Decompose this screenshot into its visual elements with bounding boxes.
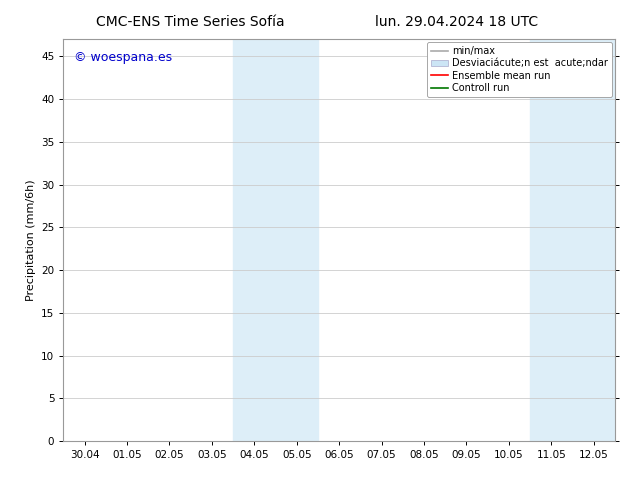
Text: CMC-ENS Time Series Sofía: CMC-ENS Time Series Sofía: [96, 15, 285, 29]
Text: lun. 29.04.2024 18 UTC: lun. 29.04.2024 18 UTC: [375, 15, 538, 29]
Bar: [530, 39, 615, 441]
Y-axis label: Precipitation (mm/6h): Precipitation (mm/6h): [25, 179, 36, 301]
Legend: min/max, Desviaciácute;n est  acute;ndar, Ensemble mean run, Controll run: min/max, Desviaciácute;n est acute;ndar,…: [427, 42, 612, 97]
Bar: [233, 39, 318, 441]
Text: © woespana.es: © woespana.es: [74, 51, 172, 64]
